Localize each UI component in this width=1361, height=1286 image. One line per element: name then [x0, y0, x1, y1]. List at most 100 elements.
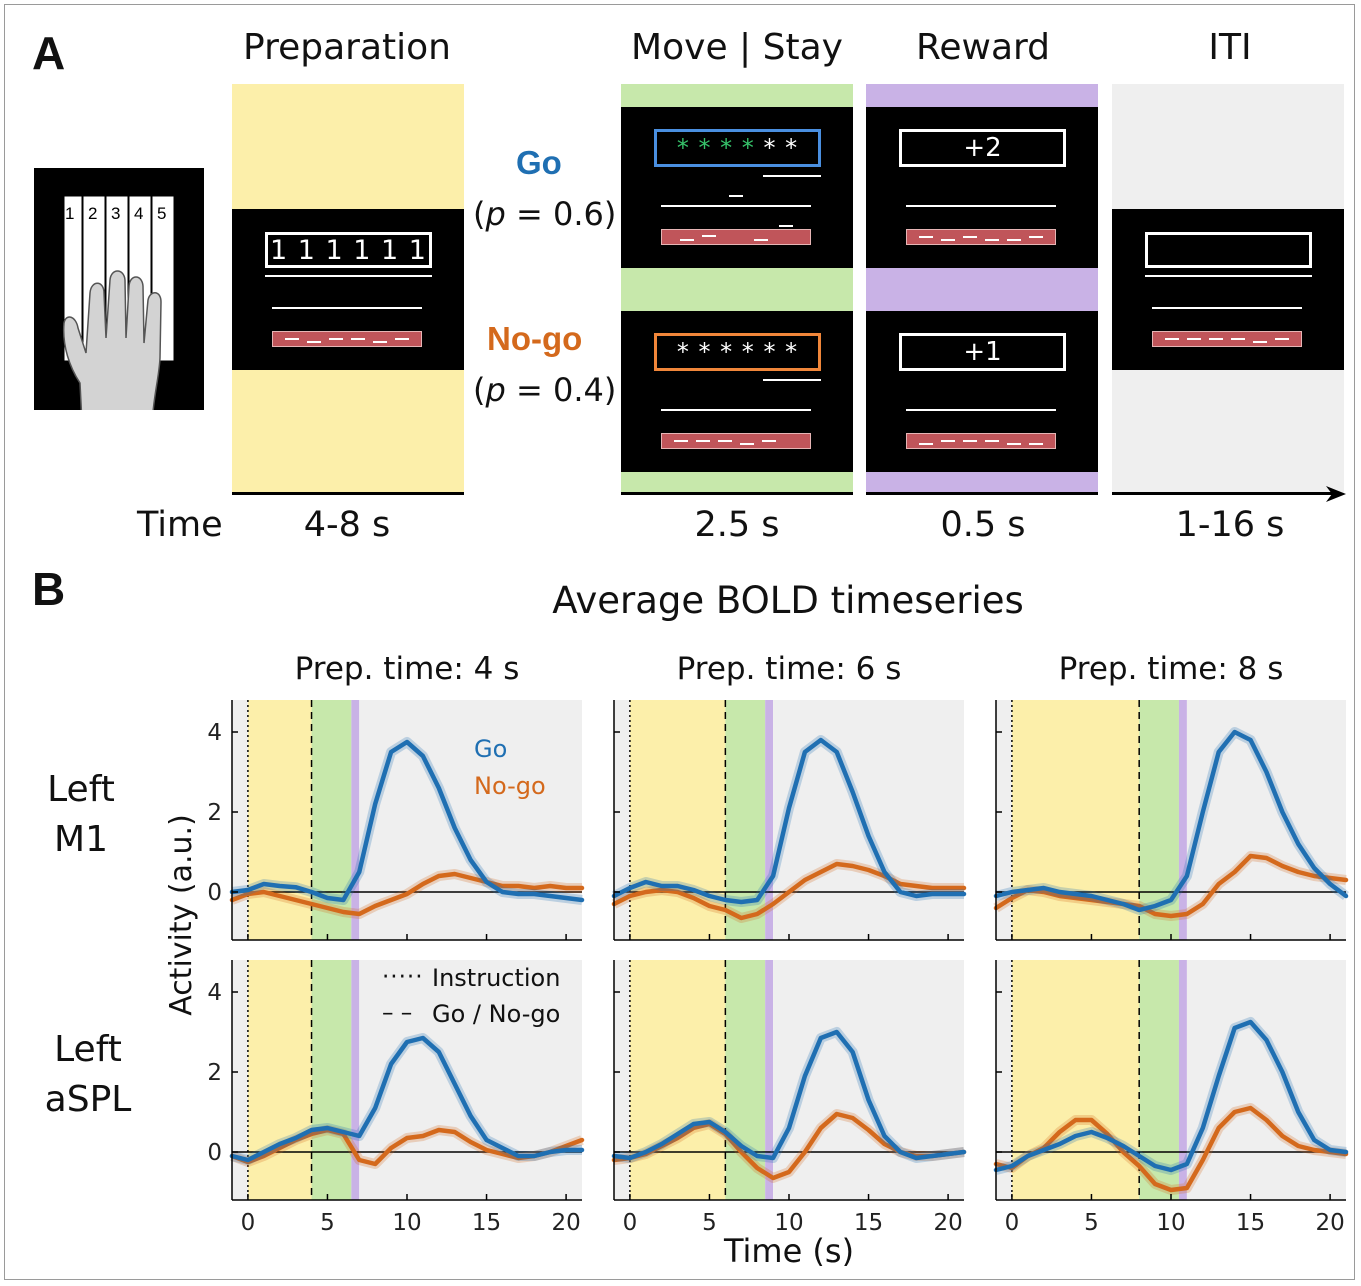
iti-band	[1186, 700, 1346, 940]
y-tick-label: 0	[207, 1140, 222, 1166]
x-tick-label: 5	[702, 1210, 717, 1236]
go-feedback-line	[763, 175, 821, 177]
reward-band	[765, 960, 774, 1200]
go-move-screen: * * * * * *	[621, 107, 853, 268]
nogo-series-line	[993, 853, 1349, 919]
timeline-iti	[1112, 492, 1332, 495]
row-label-aspl-line2: aSPL	[44, 1079, 132, 1120]
x-tick-label: 10	[1156, 1210, 1185, 1236]
panel-b-letter: B	[32, 563, 66, 615]
preparation-digit-box: 1 1 1 1 1 1	[265, 232, 432, 268]
legend-gonogo-line-sample: – –	[382, 1000, 413, 1026]
x-axis-label: Time (s)	[723, 1232, 855, 1270]
red-bar-dash	[740, 443, 754, 445]
red-bar-dash	[674, 440, 688, 442]
iti-screen	[1112, 209, 1344, 370]
go-prob-p: p	[485, 195, 506, 233]
go-series-line	[993, 1019, 1349, 1173]
nogo-feedback-line	[763, 379, 821, 381]
background-band	[614, 960, 630, 1200]
red-bar-dash	[985, 440, 999, 442]
column-title-6s: Prep. time: 6 s	[676, 651, 902, 687]
time-label: Time	[137, 505, 223, 545]
red-bar-dash	[702, 235, 716, 237]
background-band	[232, 960, 248, 1200]
preparation-line-2	[272, 307, 422, 309]
go-line-2	[661, 205, 811, 207]
row-label-aspl-line1: Left	[54, 1029, 122, 1070]
chart-3	[993, 700, 1350, 941]
duration-move: 2.5 s	[694, 505, 780, 545]
nogo-stay-screen: * * * * * *	[621, 311, 853, 472]
red-bar-dash	[351, 338, 365, 340]
iti-red-bar	[1152, 331, 1302, 347]
nogo-series-line	[993, 1105, 1349, 1193]
preparation-band	[247, 960, 312, 1200]
red-bar-dash	[1187, 338, 1201, 340]
nogo-red-bar	[661, 433, 811, 449]
legend-go: Go	[474, 735, 508, 763]
background-band	[996, 700, 1012, 940]
reward-band	[765, 700, 774, 940]
nogo-reward-line	[906, 409, 1056, 411]
chart-1: 0 2 4	[207, 700, 585, 941]
red-bar-dash	[1253, 341, 1267, 343]
chart-5: 0 5 10 15 20	[611, 960, 967, 1236]
red-bar-dash	[919, 236, 933, 238]
preparation-red-bar	[272, 331, 422, 347]
x-tick-label: 0	[1005, 1210, 1020, 1236]
red-bar-dash	[395, 338, 409, 340]
keyboard-hand-illustration: 1 2 3 4 5	[34, 168, 204, 424]
x-tick-label: 10	[392, 1210, 421, 1236]
go-prob-value: = 0.6)	[505, 195, 617, 233]
row-label-m1-line2: M1	[54, 819, 108, 860]
legend-nogo: No-go	[474, 772, 546, 800]
reward-band	[351, 700, 360, 940]
go-series-line	[229, 739, 585, 903]
red-bar-dash	[373, 341, 387, 343]
red-bar-dash	[1007, 239, 1021, 241]
red-bar-dash	[963, 440, 977, 442]
phase-title-reward: Reward	[915, 27, 1051, 68]
go-prob-open: (	[473, 195, 486, 233]
red-bar-dash	[285, 338, 299, 340]
x-tick-label: 10	[774, 1210, 803, 1236]
nogo-reward-red-bar	[906, 433, 1056, 449]
nogo-prob-open: (	[473, 371, 486, 409]
go-series-line	[611, 737, 967, 905]
red-bar-dash	[762, 440, 776, 442]
reward-band	[351, 960, 360, 1200]
iti-line-2	[1152, 307, 1302, 309]
y-tick-label: 4	[207, 720, 222, 746]
column-title-8s: Prep. time: 8 s	[1058, 651, 1284, 687]
move-band	[311, 960, 352, 1200]
phase-title-iti: ITI	[1208, 27, 1252, 68]
iti-empty-box	[1145, 232, 1312, 268]
red-bar-dash	[1275, 338, 1289, 340]
preparation-screen: 1 1 1 1 1 1	[232, 209, 464, 370]
go-reward-screen: +2	[866, 107, 1098, 268]
red-bar-dash	[985, 239, 999, 241]
row-label-m1-line1: Left	[47, 769, 115, 810]
finger-number-2: 2	[88, 204, 98, 223]
background-band	[232, 700, 248, 940]
go-moving-dash	[779, 225, 793, 227]
go-reward-box: +2	[899, 129, 1066, 167]
figure-frame	[4, 4, 1355, 1280]
iti-band	[1186, 960, 1346, 1200]
x-tick-label: 5	[320, 1210, 335, 1236]
chart-4: 0 2 4 0 5 10 15 20	[207, 960, 585, 1236]
nogo-series-line	[611, 861, 967, 921]
go-series-line	[229, 1035, 585, 1163]
red-bar-dash	[1165, 338, 1179, 340]
nogo-label: No-go	[487, 320, 583, 357]
panel-b-title: Average BOLD timeseries	[552, 579, 1024, 622]
phase-title-move-stay: Move | Stay	[631, 27, 843, 68]
go-reward-line	[906, 205, 1056, 207]
red-bar-dash	[754, 239, 768, 241]
finger-number-4: 4	[134, 204, 144, 223]
x-tick-label: 15	[854, 1210, 883, 1236]
background-band	[996, 960, 1012, 1200]
reward-band	[1178, 700, 1187, 940]
go-moving-dash	[729, 195, 743, 197]
